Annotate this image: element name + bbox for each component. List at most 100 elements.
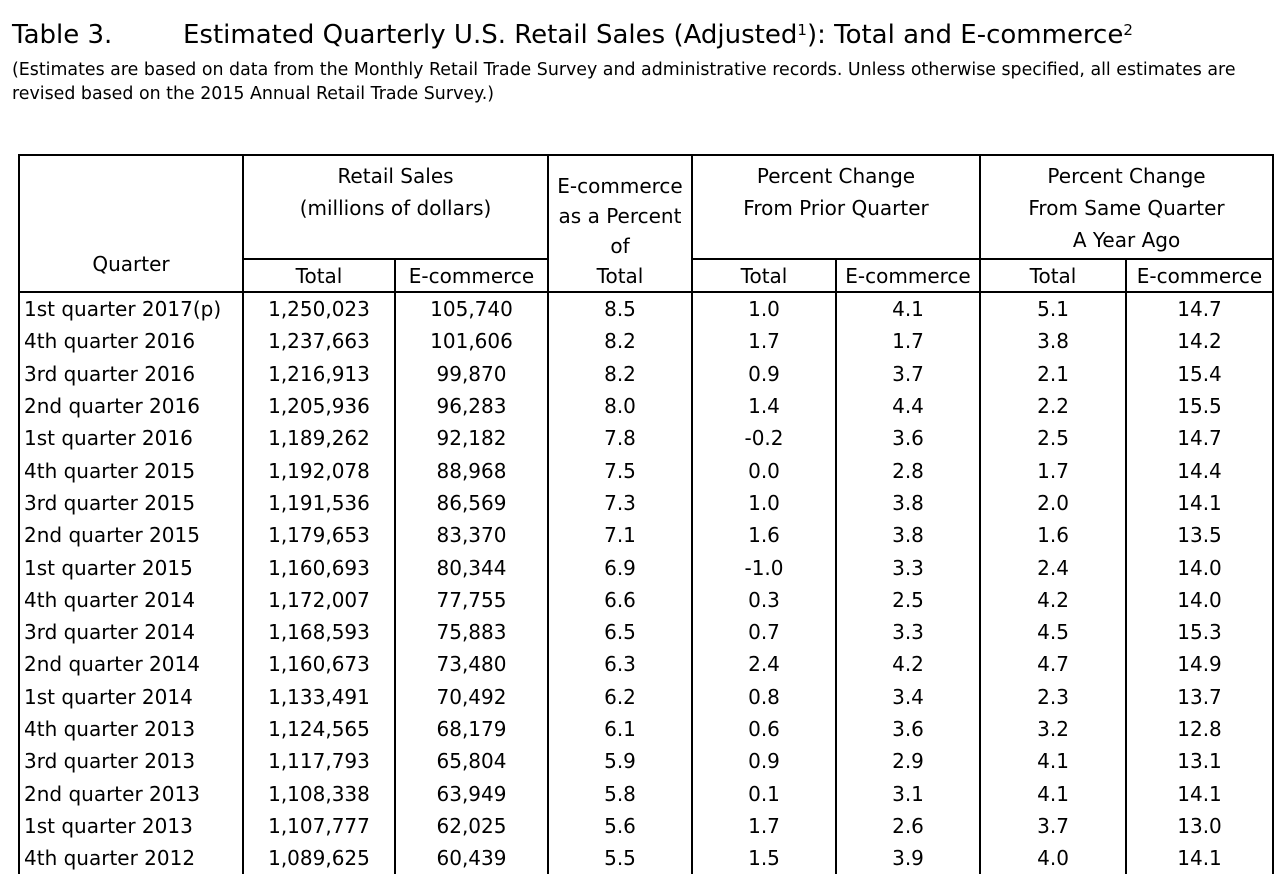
quarter-cell: 2nd quarter 2014 <box>18 648 244 681</box>
header-prior-total: Total <box>692 259 837 293</box>
ecommerce-percent-cell: 7.5 <box>548 454 693 487</box>
quarter-cell: 3rd quarter 2013 <box>18 745 244 778</box>
sales-total-cell: 1,205,936 <box>243 389 396 423</box>
footnote-marker-1: 1 <box>797 21 807 39</box>
prior-ecommerce-cell: 3.9 <box>836 842 982 874</box>
table-row: 1st quarter 2017(p) 1,250,023 105,740 8.5 1.… <box>18 292 1275 326</box>
sales-total-cell: 1,168,593 <box>243 615 396 649</box>
ecommerce-percent-cell: 8.2 <box>548 357 693 390</box>
header-yearago-total: Total <box>980 259 1128 293</box>
retail-sales-table: Quarter Retail Sales (millions of dollar… <box>18 154 1275 874</box>
sales-total-cell: 1,189,262 <box>243 422 396 455</box>
table-number: Table 3. <box>12 20 113 50</box>
table-row: 1st quarter 2016 1,189,262 92,182 7.8 -0.2 3.… <box>18 422 1275 455</box>
sales-total-cell: 1,172,007 <box>243 583 396 616</box>
sales-total-cell: 1,237,663 <box>243 325 396 358</box>
prior-total-cell: -1.0 <box>692 551 837 584</box>
prior-total-cell: 0.8 <box>692 680 837 713</box>
sales-ecommerce-cell: 105,740 <box>395 292 549 326</box>
prior-ecommerce-cell: 2.9 <box>836 745 982 778</box>
table-row: 3rd quarter 2015 1,191,536 86,569 7.3 1.0 3.8… <box>18 486 1275 520</box>
table-subtitle: (Estimates are based on data from the Mo… <box>12 60 1236 104</box>
quarter-cell: 2nd quarter 2013 <box>18 777 244 810</box>
yearago-ecommerce-cell: 13.5 <box>1126 519 1275 552</box>
yearago-total-cell: 4.1 <box>980 745 1128 778</box>
yearago-ecommerce-cell: 14.7 <box>1126 422 1275 455</box>
yearago-total-cell: 5.1 <box>980 292 1128 326</box>
header-prior-quarter: Percent Change From Prior Quarter <box>692 154 982 260</box>
yearago-total-cell: 3.8 <box>980 325 1128 358</box>
prior-total-cell: 1.6 <box>692 519 837 552</box>
yearago-ecommerce-cell: 14.1 <box>1126 486 1275 520</box>
table-row: 4th quarter 2014 1,172,007 77,755 6.6 0.3 2.5… <box>18 583 1275 616</box>
quarter-cell: 2nd quarter 2015 <box>18 519 244 552</box>
prior-ecommerce-cell: 3.8 <box>836 486 982 520</box>
sales-total-cell: 1,179,653 <box>243 519 396 552</box>
prior-ecommerce-cell: 2.8 <box>836 454 982 487</box>
sales-ecommerce-cell: 101,606 <box>395 325 549 358</box>
prior-ecommerce-cell: 2.5 <box>836 583 982 616</box>
table-row: 2nd quarter 2015 1,179,653 83,370 7.1 1.6 3.8… <box>18 519 1275 552</box>
quarter-cell: 3rd quarter 2015 <box>18 486 244 520</box>
ecommerce-percent-cell: 8.0 <box>548 389 693 423</box>
sales-total-cell: 1,133,491 <box>243 680 396 713</box>
prior-ecommerce-cell: 3.3 <box>836 551 982 584</box>
quarter-cell: 4th quarter 2013 <box>18 712 244 746</box>
yearago-total-cell: 3.2 <box>980 712 1128 746</box>
sales-ecommerce-cell: 75,883 <box>395 615 549 649</box>
quarter-cell: 1st quarter 2016 <box>18 422 244 455</box>
prior-total-cell: 1.7 <box>692 325 837 358</box>
sales-total-cell: 1,192,078 <box>243 454 396 487</box>
sales-ecommerce-cell: 83,370 <box>395 519 549 552</box>
yearago-total-cell: 2.2 <box>980 389 1128 423</box>
sales-total-cell: 1,250,023 <box>243 292 396 326</box>
prior-ecommerce-cell: 3.3 <box>836 615 982 649</box>
table-row: 1st quarter 2014 1,133,491 70,492 6.2 0.8 3.4… <box>18 680 1275 713</box>
ecommerce-percent-cell: 7.8 <box>548 422 693 455</box>
sales-ecommerce-cell: 99,870 <box>395 357 549 390</box>
prior-total-cell: -0.2 <box>692 422 837 455</box>
prior-ecommerce-cell: 3.7 <box>836 357 982 390</box>
yearago-ecommerce-cell: 14.2 <box>1126 325 1275 358</box>
footnote-marker-2: 2 <box>1123 21 1133 39</box>
yearago-ecommerce-cell: 13.7 <box>1126 680 1275 713</box>
ecommerce-percent-cell: 8.5 <box>548 292 693 326</box>
sales-ecommerce-cell: 63,949 <box>395 777 549 810</box>
sales-total-cell: 1,108,338 <box>243 777 396 810</box>
header-yearago-ecommerce: E-commerce <box>1126 259 1275 293</box>
table-row: 3rd quarter 2013 1,117,793 65,804 5.9 0.9 2.9… <box>18 745 1275 778</box>
yearago-ecommerce-cell: 14.0 <box>1126 583 1275 616</box>
sales-total-cell: 1,117,793 <box>243 745 396 778</box>
quarter-cell: 1st quarter 2013 <box>18 809 244 843</box>
prior-total-cell: 1.4 <box>692 389 837 423</box>
yearago-total-cell: 4.0 <box>980 842 1128 874</box>
sales-ecommerce-cell: 88,968 <box>395 454 549 487</box>
prior-ecommerce-cell: 3.6 <box>836 712 982 746</box>
yearago-total-cell: 4.2 <box>980 583 1128 616</box>
ecommerce-percent-cell: 6.9 <box>548 551 693 584</box>
sales-ecommerce-cell: 86,569 <box>395 486 549 520</box>
sales-ecommerce-cell: 92,182 <box>395 422 549 455</box>
quarter-cell: 4th quarter 2016 <box>18 325 244 358</box>
yearago-ecommerce-cell: 14.4 <box>1126 454 1275 487</box>
prior-total-cell: 0.9 <box>692 357 837 390</box>
quarter-cell: 4th quarter 2012 <box>18 842 244 874</box>
ecommerce-percent-cell: 6.6 <box>548 583 693 616</box>
yearago-ecommerce-cell: 15.4 <box>1126 357 1275 390</box>
prior-total-cell: 0.0 <box>692 454 837 487</box>
header-prior-ecommerce: E-commerce <box>836 259 982 293</box>
sales-total-cell: 1,216,913 <box>243 357 396 390</box>
ecommerce-percent-cell: 6.2 <box>548 680 693 713</box>
yearago-total-cell: 2.0 <box>980 486 1128 520</box>
yearago-total-cell: 2.5 <box>980 422 1128 455</box>
yearago-ecommerce-cell: 14.1 <box>1126 777 1275 810</box>
header-sales-ecommerce: E-commerce <box>395 259 549 293</box>
quarter-cell: 1st quarter 2015 <box>18 551 244 584</box>
sales-ecommerce-cell: 65,804 <box>395 745 549 778</box>
prior-ecommerce-cell: 3.1 <box>836 777 982 810</box>
ecommerce-percent-cell: 7.3 <box>548 486 693 520</box>
yearago-ecommerce-cell: 13.1 <box>1126 745 1275 778</box>
table-body: 1st quarter 2017(p) 1,250,023 105,740 8.5 1.… <box>18 292 1275 874</box>
header-retail-sales: Retail Sales (millions of dollars) <box>243 154 549 260</box>
header-quarter: Quarter <box>18 154 244 293</box>
